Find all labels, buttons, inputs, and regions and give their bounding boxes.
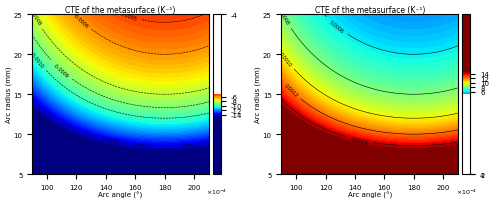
Text: -0.0006: -0.0006 bbox=[72, 13, 89, 29]
Title: CTE of the metasurface (K⁻¹): CTE of the metasurface (K⁻¹) bbox=[314, 6, 425, 14]
Text: -0.0008: -0.0008 bbox=[28, 8, 42, 27]
X-axis label: Arc angle (°): Arc angle (°) bbox=[348, 191, 392, 198]
Text: -0.0005: -0.0005 bbox=[118, 11, 138, 22]
Text: -0.0010: -0.0010 bbox=[29, 51, 45, 69]
Text: 0.0012: 0.0012 bbox=[282, 82, 298, 98]
Text: $\times10^{-4}$: $\times10^{-4}$ bbox=[206, 187, 228, 196]
Text: 0.0008: 0.0008 bbox=[277, 9, 290, 26]
Text: $\times10^{-4}$: $\times10^{-4}$ bbox=[456, 187, 477, 196]
Text: 0.0006: 0.0006 bbox=[328, 20, 345, 34]
Title: CTE of the metasurface (K⁻¹): CTE of the metasurface (K⁻¹) bbox=[66, 6, 176, 14]
Text: -0.0009: -0.0009 bbox=[52, 63, 70, 79]
Y-axis label: Arc radius (mm): Arc radius (mm) bbox=[254, 67, 261, 123]
X-axis label: Arc angle (°): Arc angle (°) bbox=[98, 191, 142, 198]
Text: 0.0014: 0.0014 bbox=[350, 136, 368, 144]
Text: -0.0014: -0.0014 bbox=[101, 136, 120, 145]
Y-axis label: Arc radius (mm): Arc radius (mm) bbox=[6, 67, 12, 123]
Text: 0.0010: 0.0010 bbox=[278, 51, 292, 67]
